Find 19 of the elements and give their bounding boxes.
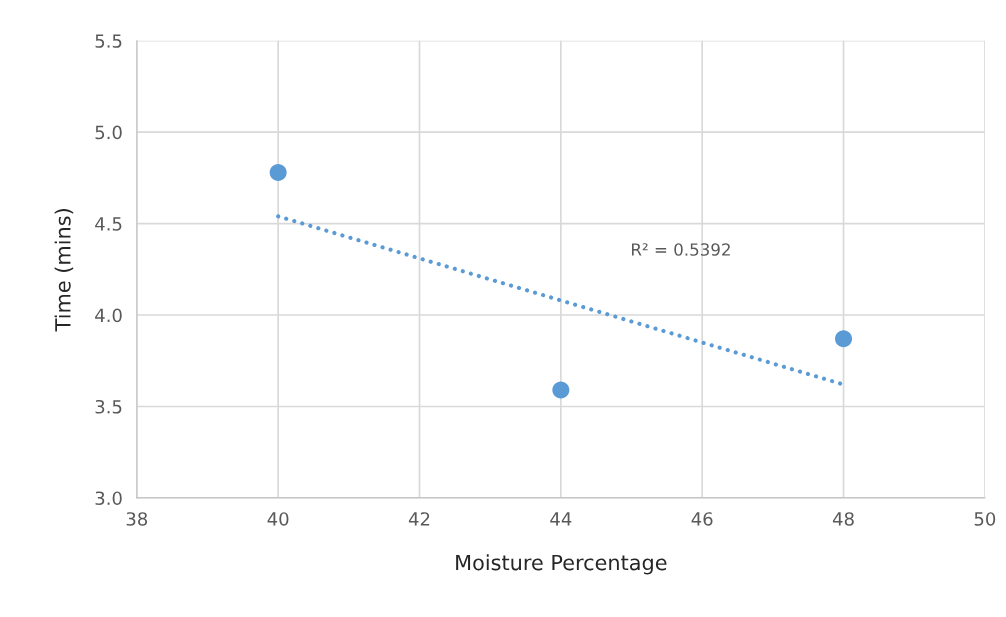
- y-tick-label: 5.5: [95, 34, 122, 48]
- y-tick-label: 3.0: [95, 491, 122, 506]
- x-tick-label: 50: [974, 512, 996, 526]
- y-tick-label: 5.0: [95, 125, 122, 140]
- x-tick-label: 46: [691, 512, 713, 526]
- y-tick-label: 3.5: [95, 399, 122, 414]
- x-axis-title: Moisture Percentage: [456, 554, 667, 575]
- x-tick-label: 42: [408, 512, 430, 526]
- point: [552, 381, 570, 399]
- x-tick-label: 38: [126, 512, 148, 526]
- x-tick-label: 40: [267, 512, 289, 526]
- x-tick-label: 48: [832, 512, 854, 526]
- y-tick-label: 4.0: [95, 308, 122, 323]
- y-axis-title: Time (mins): [54, 209, 74, 332]
- y-tick-label: 4.5: [95, 217, 122, 231]
- point: [269, 163, 287, 181]
- point: [835, 330, 853, 348]
- annotation: R² = 0.5392: [632, 243, 730, 256]
- x-tick-label: 44: [550, 512, 572, 526]
